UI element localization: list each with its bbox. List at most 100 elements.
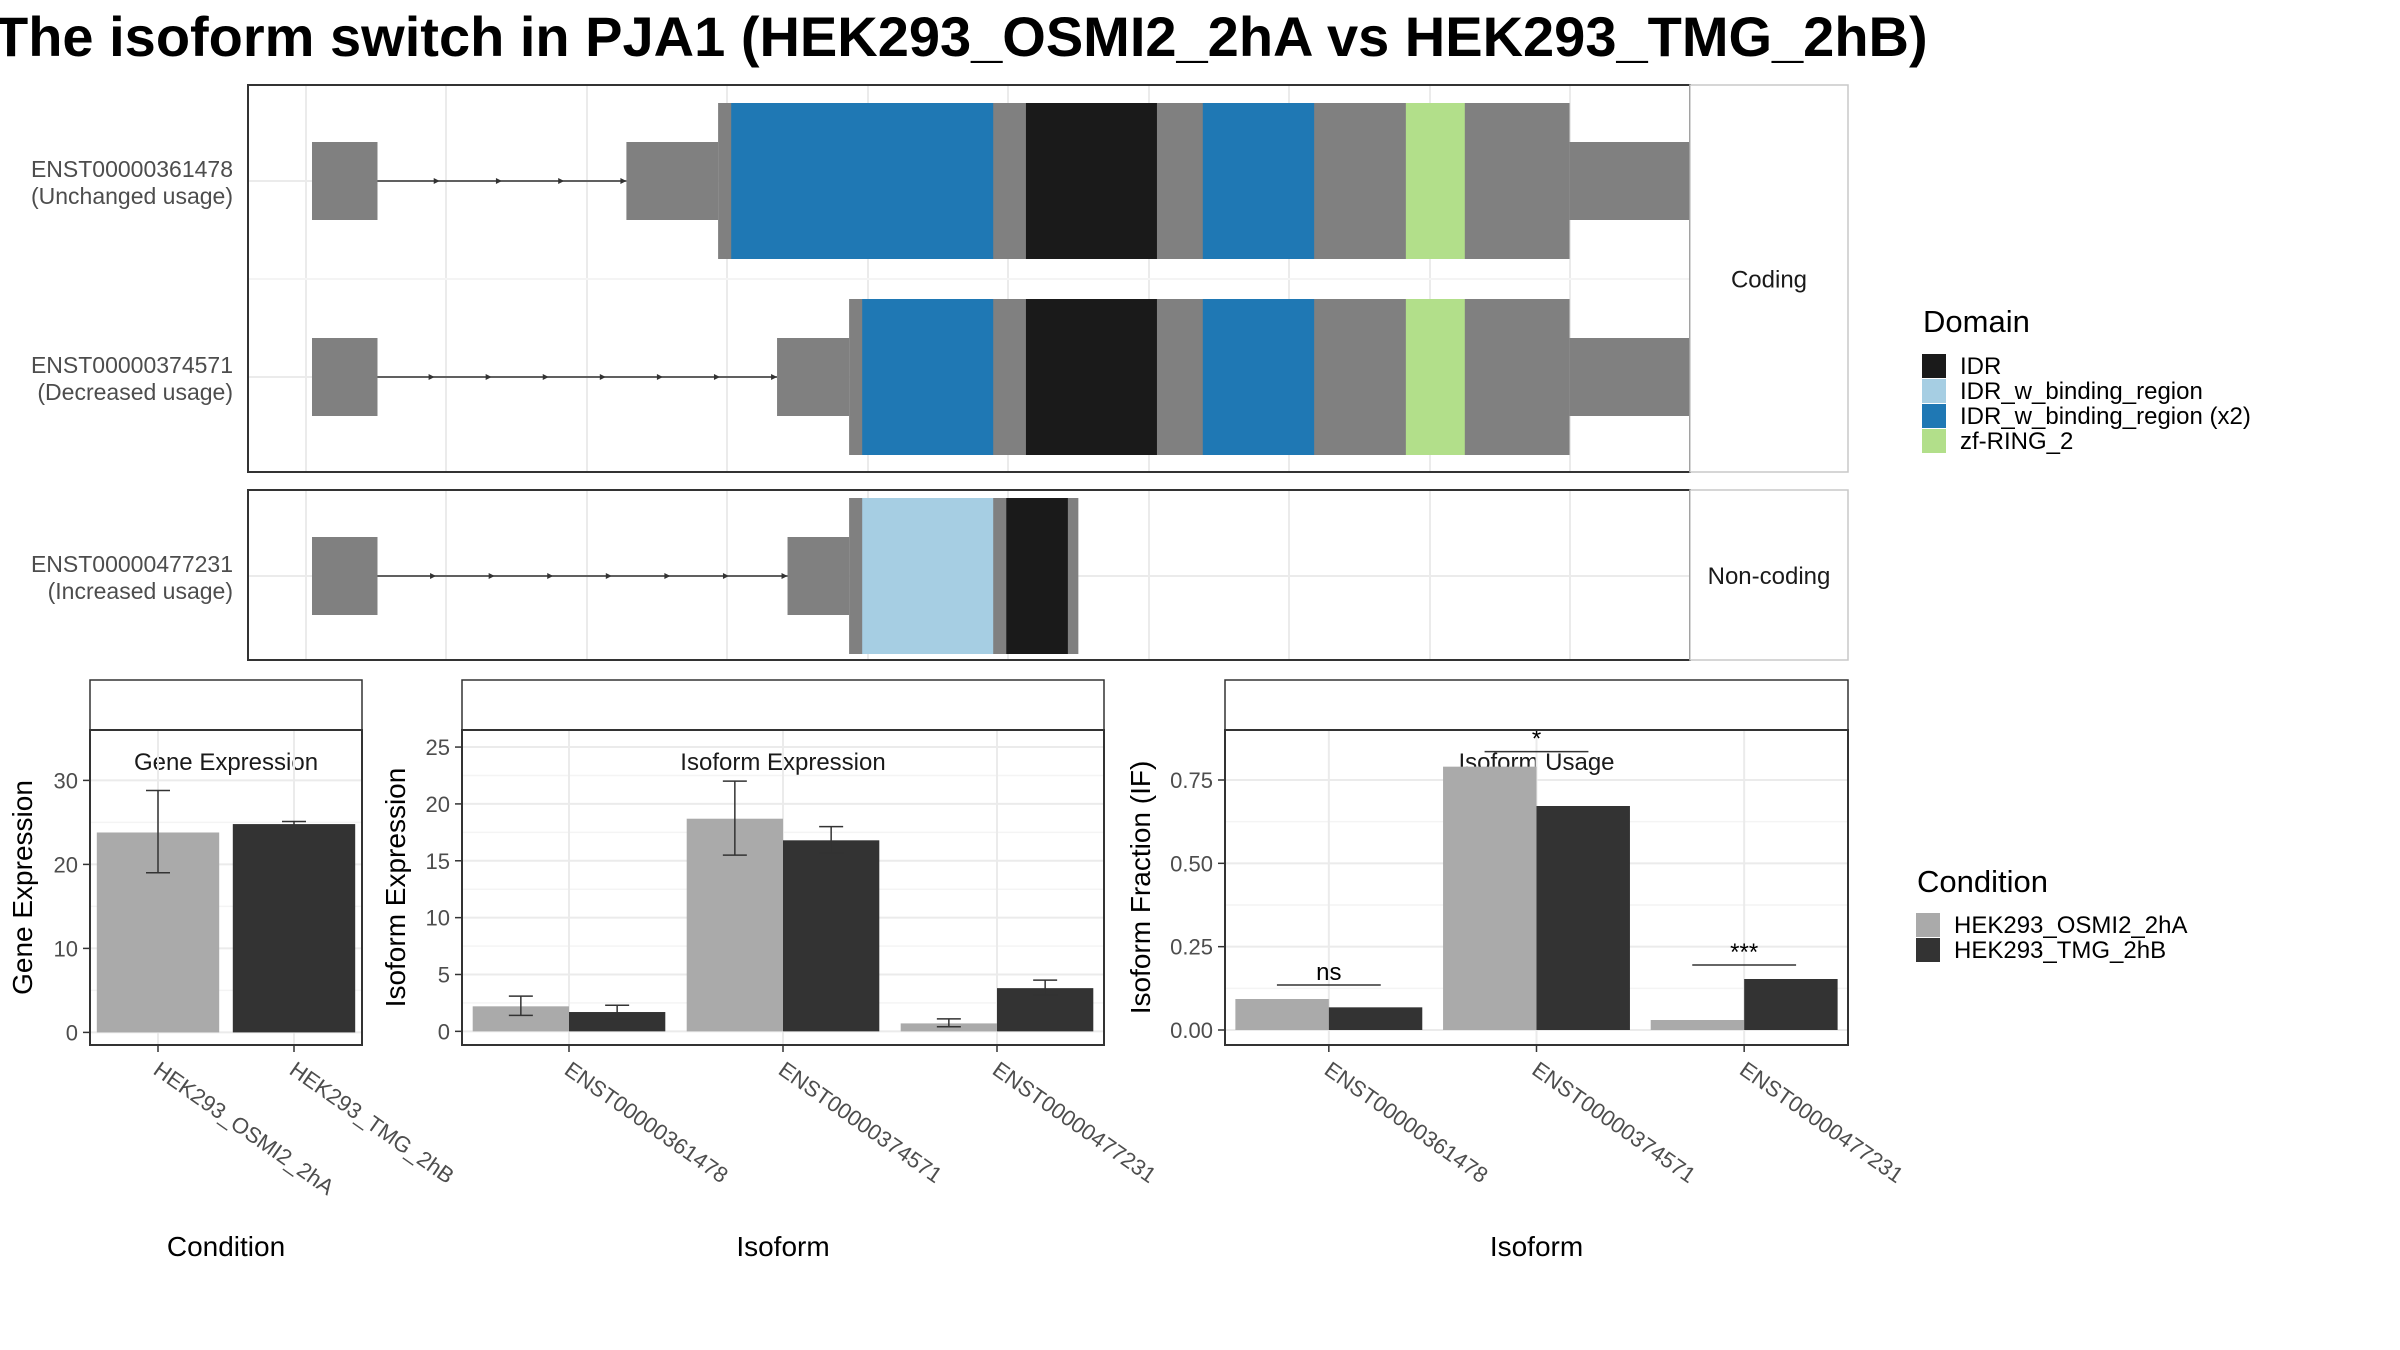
figure-title: The isoform switch in PJA1 (HEK293_OSMI2… — [0, 5, 1928, 68]
intron-arrow — [495, 178, 502, 184]
utr-exon — [312, 537, 378, 615]
intron-arrow — [713, 374, 720, 380]
panel-strip — [89, 679, 363, 731]
x-tick-label: ENST00000477231 — [1735, 1057, 1908, 1188]
expression-bar-panels: Gene Expression0102030HEK293_OSMI2_2hAHE… — [7, 679, 1908, 1262]
utr-exon — [312, 338, 378, 416]
intron-arrow — [485, 374, 492, 380]
domain-legend-label: zf-RING_2 — [1960, 428, 2073, 455]
x-tick-label: ENST00000361478 — [1320, 1057, 1493, 1188]
bar-panel-2: Isoform Expression 0 5 10 15 20 25 ENST00000361… — [380, 679, 1161, 1262]
domain-legend-title: Domain — [1923, 304, 2030, 339]
bar — [1328, 1007, 1423, 1030]
panel-strip — [1224, 679, 1849, 731]
transcript-id-label: ENST00000374571 — [31, 352, 233, 378]
x-axis-title: Condition — [167, 1231, 285, 1262]
bar — [1744, 979, 1838, 1030]
domain-legend-label: IDR — [1960, 353, 2001, 380]
y-tick-label: 5 — [438, 962, 450, 987]
intron-arrow — [781, 573, 788, 579]
protein-domain — [1405, 299, 1465, 455]
y-axis-title: Gene Expression — [7, 780, 38, 995]
intron-arrow — [656, 374, 663, 380]
panel-strip — [461, 679, 1105, 731]
condition-legend-title: Condition — [1917, 864, 2048, 899]
bar — [1536, 806, 1630, 1030]
y-tick-label: 0.25 — [1170, 935, 1213, 960]
transcript-structure-plot: ENST00000361478(Unchanged usage) ENST0000… — [31, 84, 1849, 661]
significance-label: *** — [1730, 939, 1758, 966]
facet-strip-label: Non-coding — [1708, 563, 1831, 590]
intron-arrow — [547, 573, 554, 579]
y-tick-label: 0.75 — [1170, 768, 1213, 793]
panel-title: Gene Expression — [134, 749, 318, 776]
utr-exon — [1569, 142, 1701, 220]
intron-arrow — [488, 573, 495, 579]
domain-legend-label: IDR_w_binding_region — [1960, 378, 2203, 405]
domain-legend-key — [1922, 354, 1946, 378]
intron-arrow — [620, 178, 627, 184]
y-tick-label: 15 — [426, 849, 450, 874]
y-tick-label: 0 — [438, 1019, 450, 1044]
domain-legend-label: IDR_w_binding_region (x2) — [1960, 403, 2251, 430]
protein-domain — [1025, 299, 1157, 455]
protein-domain — [1202, 103, 1315, 259]
y-tick-label: 10 — [54, 936, 78, 961]
protein-domain — [862, 299, 994, 455]
bar — [569, 1012, 666, 1032]
bar-panel-3: Isoform Usagens****0.000.250.500.75ENST0… — [1125, 679, 1908, 1262]
significance-label: * — [1532, 726, 1541, 753]
intron-arrow — [542, 374, 549, 380]
facet-strip — [1689, 489, 1849, 661]
x-tick-label: ENST00000477231 — [988, 1057, 1161, 1188]
y-tick-label: 0.00 — [1170, 1018, 1213, 1043]
intron-arrow — [433, 178, 440, 184]
domain-legend: Domain IDRIDR_w_binding_regionIDR_w_bindi… — [1922, 304, 2251, 455]
y-axis-title: Isoform Fraction (IF) — [1125, 761, 1156, 1015]
utr-exon — [777, 338, 850, 416]
facet-strip — [1689, 84, 1849, 473]
y-axis-title: Isoform Expression — [380, 768, 411, 1008]
condition-legend-key — [1916, 913, 1940, 937]
condition-legend-label: HEK293_OSMI2_2hA — [1954, 912, 2187, 939]
significance-label: ns — [1316, 959, 1341, 986]
y-tick-label: 10 — [426, 906, 450, 931]
utr-exon — [1569, 338, 1708, 416]
intron-arrow — [605, 573, 612, 579]
protein-domain — [1025, 103, 1157, 259]
domain-legend-key — [1922, 429, 1946, 453]
intron-arrow — [558, 178, 565, 184]
intron-arrow — [771, 374, 778, 380]
x-axis-title: Isoform — [1490, 1231, 1583, 1262]
protein-domain — [862, 498, 994, 654]
transcript-usage-label: (Increased usage) — [48, 578, 233, 604]
domain-legend-key — [1922, 404, 1946, 428]
protein-domain — [1006, 498, 1068, 654]
intron-arrow — [430, 573, 437, 579]
intron-arrow — [599, 374, 606, 380]
panel-border — [89, 729, 363, 1046]
y-tick-label: 20 — [426, 792, 450, 817]
protein-domain — [1202, 299, 1315, 455]
y-tick-label: 0.50 — [1170, 851, 1213, 876]
transcript-usage-label: (Decreased usage) — [37, 379, 233, 405]
bar — [1650, 1020, 1745, 1030]
bar — [783, 840, 880, 1032]
condition-legend-key — [1916, 938, 1940, 962]
x-tick-label: ENST00000374571 — [1528, 1057, 1701, 1188]
utr-exon — [312, 142, 378, 220]
intron-arrow — [722, 573, 729, 579]
transcript-usage-label: (Unchanged usage) — [31, 183, 233, 209]
protein-domain — [731, 103, 994, 259]
transcript-id-label: ENST00000361478 — [31, 156, 233, 182]
y-tick-label: 20 — [54, 852, 78, 877]
transcript-id-label: ENST00000477231 — [31, 551, 233, 577]
y-tick-label: 25 — [426, 735, 450, 760]
bar — [232, 824, 356, 1033]
domain-legend-key — [1922, 379, 1946, 403]
y-tick-label: 0 — [66, 1020, 78, 1045]
utr-exon — [787, 537, 850, 615]
intron-arrow — [428, 374, 435, 380]
